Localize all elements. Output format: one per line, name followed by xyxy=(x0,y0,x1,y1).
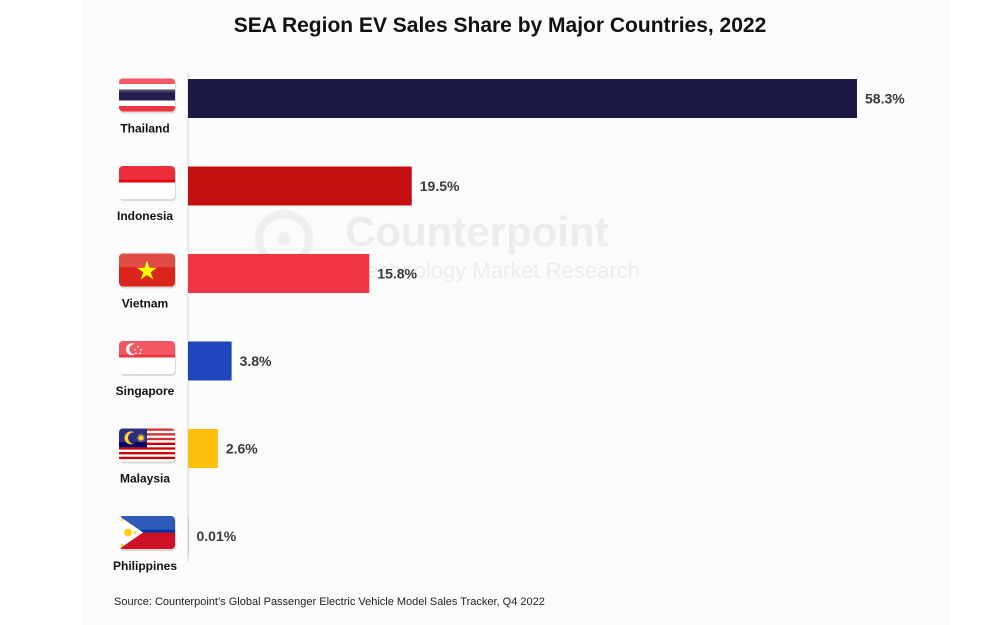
bar-vietnam xyxy=(188,254,370,293)
bar-philippines xyxy=(188,516,189,556)
indonesia-flag-icon xyxy=(119,166,175,199)
vietnam-flag-icon xyxy=(119,253,175,287)
bar-malaysia xyxy=(188,429,218,468)
philippines-flag-icon xyxy=(119,516,175,549)
source-note: Source: Counterpoint’s Global Passenger … xyxy=(114,596,545,608)
bar-indonesia xyxy=(188,166,412,206)
value-label-indonesia: 19.5% xyxy=(420,178,460,194)
value-label-thailand: 58.3% xyxy=(865,91,905,107)
malaysia-flag-icon xyxy=(119,428,175,462)
category-label-malaysia: Malaysia xyxy=(120,472,170,486)
category-label-indonesia: Indonesia xyxy=(117,209,173,223)
value-label-vietnam: 15.8% xyxy=(377,266,417,282)
value-label-malaysia: 2.6% xyxy=(226,441,258,457)
chart-title: SEA Region EV Sales Share by Major Count… xyxy=(233,14,767,37)
category-label-vietnam: Vietnam xyxy=(122,297,168,311)
singapore-flag-icon xyxy=(119,341,175,374)
value-label-philippines: 0.01% xyxy=(197,528,237,544)
thailand-flag-icon xyxy=(119,78,175,112)
bar-singapore xyxy=(188,341,232,381)
bar-thailand xyxy=(188,79,857,118)
category-label-singapore: Singapore xyxy=(116,384,175,398)
value-label-singapore: 3.8% xyxy=(240,353,272,369)
category-label-philippines: Philippines xyxy=(113,559,177,573)
category-label-thailand: Thailand xyxy=(120,122,169,136)
